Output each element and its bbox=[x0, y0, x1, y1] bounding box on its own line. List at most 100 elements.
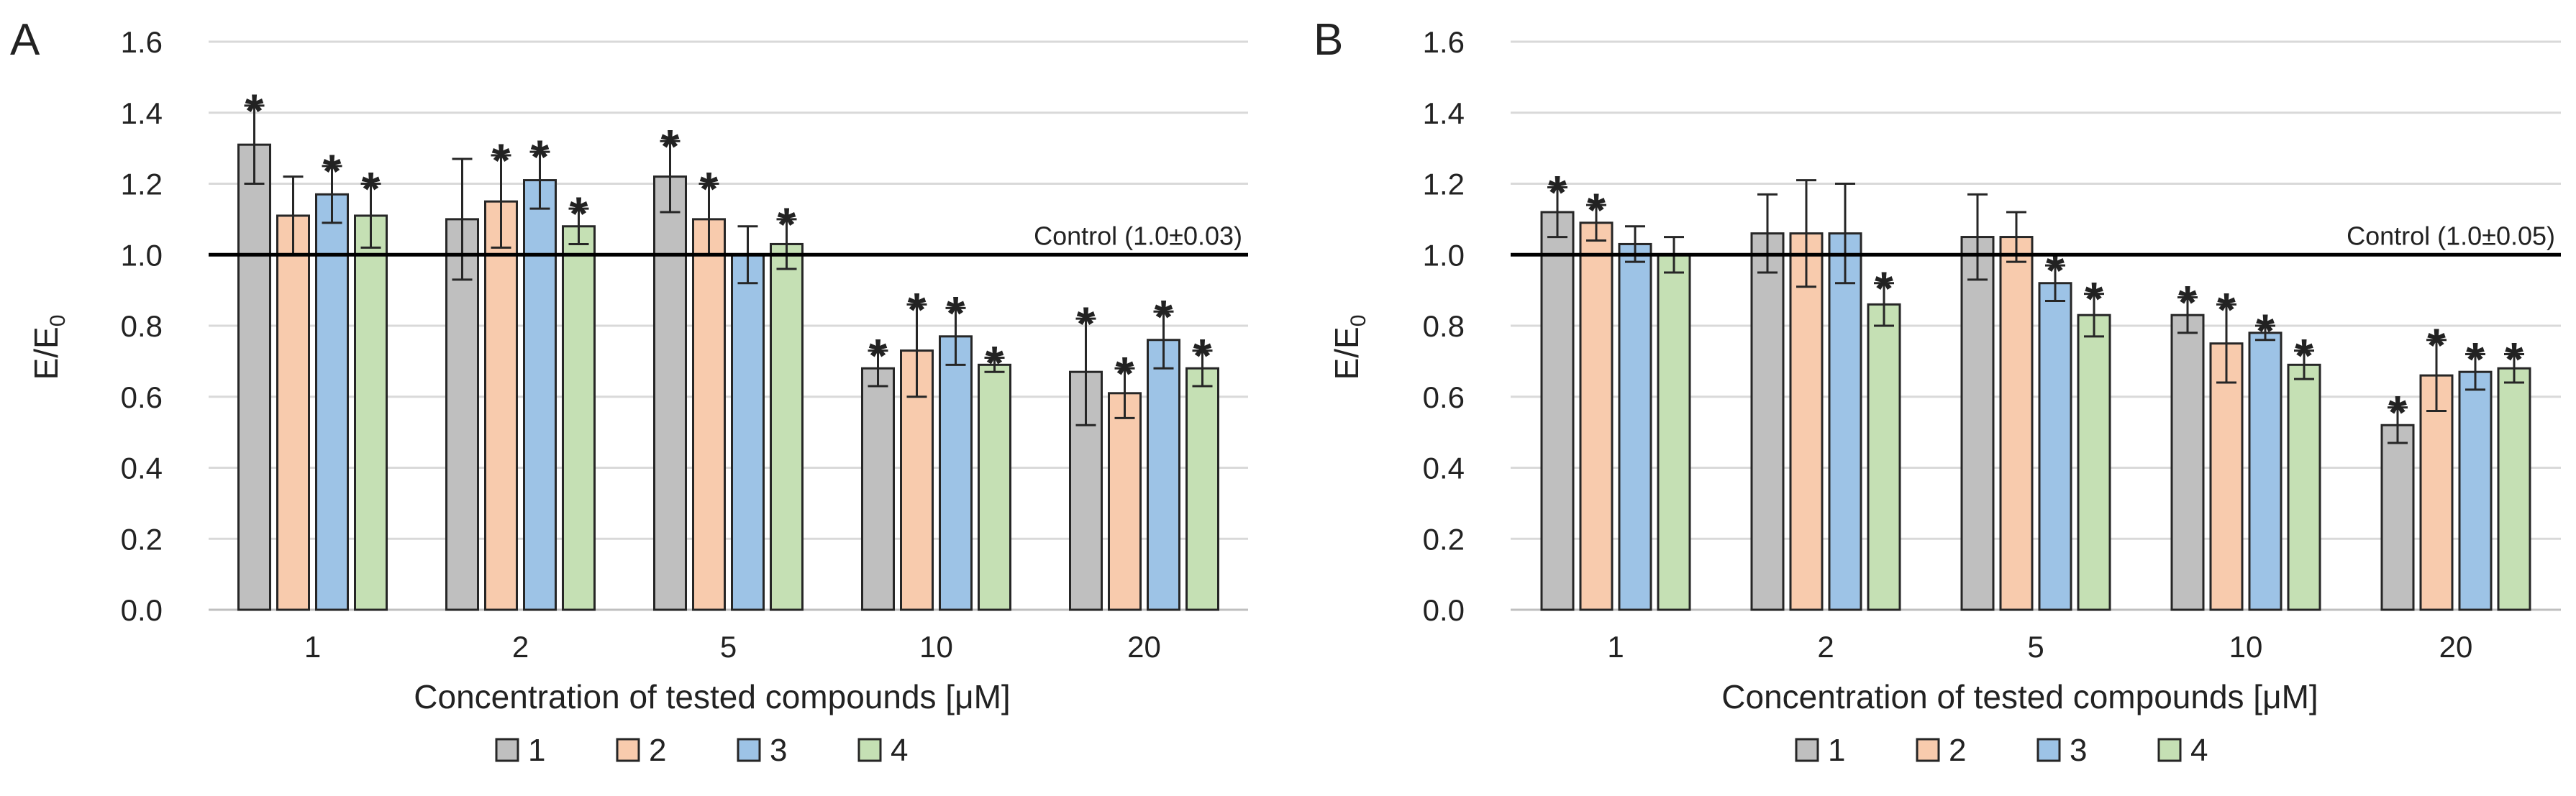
significance-marker: * bbox=[362, 163, 381, 216]
bar bbox=[1960, 236, 1995, 611]
significance-marker: * bbox=[1548, 165, 1567, 219]
bar bbox=[2458, 370, 2493, 611]
significance-marker: * bbox=[908, 283, 927, 336]
y-tick-label: 1.4 bbox=[1423, 96, 1465, 130]
bar bbox=[1999, 236, 2034, 611]
y-tick-label: 0.6 bbox=[121, 380, 163, 414]
panel-letter: A bbox=[10, 15, 40, 65]
bar bbox=[2497, 367, 2531, 611]
x-axis-title: Concentration of tested compounds [μM] bbox=[414, 678, 1010, 715]
y-tick-label: 0.8 bbox=[1423, 309, 1465, 343]
x-tick-label: 5 bbox=[720, 630, 737, 664]
bar bbox=[939, 335, 973, 611]
legend: 1 2 3 4 bbox=[495, 733, 908, 768]
y-tick-label: 1.0 bbox=[1423, 238, 1465, 272]
significance-marker: * bbox=[947, 286, 965, 339]
significance-marker: * bbox=[323, 145, 342, 198]
y-tick-label: 1.2 bbox=[1423, 168, 1465, 201]
bar bbox=[978, 363, 1011, 611]
bar bbox=[1828, 232, 1862, 611]
bar bbox=[2287, 363, 2321, 611]
significance-marker: * bbox=[661, 119, 680, 173]
significance-marker: * bbox=[2505, 333, 2523, 386]
bar bbox=[1657, 253, 1691, 611]
bar bbox=[2038, 282, 2072, 611]
legend-swatch bbox=[2036, 738, 2061, 762]
bar bbox=[354, 214, 388, 611]
x-tick-label: 20 bbox=[1127, 630, 1161, 664]
y-tick-label: 1.4 bbox=[121, 96, 163, 130]
y-tick-label: 0.4 bbox=[121, 452, 163, 485]
significance-marker: * bbox=[986, 336, 1004, 389]
significance-marker: * bbox=[2388, 386, 2407, 439]
significance-marker: * bbox=[1193, 329, 1212, 383]
chart-panel-b: B 0.0 0.2 0.4 0.6 0.8 1.0 1.2 1.4 1.6 E/E0 1 * * 2 * 5 * *… bbox=[1314, 15, 2561, 768]
chart-panel-a: A 0.0 0.2 0.4 0.6 0.8 1.0 1.2 1.4 1.6 E/E0 1 * * * 2 * * *… bbox=[10, 15, 1248, 768]
bar bbox=[237, 143, 271, 611]
bar bbox=[2209, 342, 2244, 611]
legend-label: 4 bbox=[891, 733, 908, 768]
significance-marker: * bbox=[245, 84, 264, 137]
y-tick-label: 0.4 bbox=[1423, 452, 1465, 485]
significance-marker: * bbox=[2256, 304, 2275, 357]
significance-marker: * bbox=[1077, 297, 1096, 350]
x-tick-label: 5 bbox=[2027, 630, 2044, 664]
legend-label: 3 bbox=[2070, 733, 2087, 768]
bar bbox=[692, 218, 726, 611]
legend: 1 2 3 4 bbox=[1795, 733, 2208, 768]
significance-marker: * bbox=[2295, 329, 2313, 383]
y-axis-title: E/E0 bbox=[27, 315, 70, 380]
bar bbox=[1185, 367, 1219, 611]
bar bbox=[276, 214, 310, 611]
y-tick-label: 1.2 bbox=[121, 168, 163, 201]
y-axis-title-subscript: 0 bbox=[46, 315, 70, 327]
y-tick-label: 0.2 bbox=[121, 522, 163, 556]
y-tick-label: 1.6 bbox=[121, 25, 163, 59]
bar bbox=[1108, 392, 1142, 611]
significance-marker: * bbox=[2427, 319, 2446, 372]
bar bbox=[861, 367, 895, 611]
y-axis-title-subscript: 0 bbox=[1347, 315, 1370, 327]
significance-marker: * bbox=[1587, 183, 1606, 237]
legend-swatch bbox=[495, 738, 519, 762]
x-tick-label: 1 bbox=[1607, 630, 1624, 664]
bar bbox=[1147, 339, 1180, 611]
legend-swatch bbox=[2157, 738, 2182, 762]
legend-swatch bbox=[616, 738, 640, 762]
significance-marker: * bbox=[778, 198, 796, 251]
significance-marker: * bbox=[531, 130, 550, 183]
y-tick-label: 0.6 bbox=[1423, 380, 1465, 414]
y-tick-label: 0.8 bbox=[121, 309, 163, 343]
bar bbox=[1579, 221, 1614, 611]
legend-swatch bbox=[737, 738, 761, 762]
y-tick-label: 1.6 bbox=[1423, 25, 1465, 59]
bar bbox=[2248, 331, 2283, 611]
significance-marker: * bbox=[1155, 290, 1173, 343]
significance-marker: * bbox=[2466, 333, 2485, 386]
control-label: Control (1.0±0.03) bbox=[1034, 221, 1242, 250]
panel-letter: B bbox=[1314, 15, 1343, 65]
x-axis-title: Concentration of tested compounds [μM] bbox=[1721, 678, 2318, 715]
bar bbox=[653, 175, 687, 611]
bar bbox=[484, 200, 518, 611]
bar bbox=[2170, 314, 2205, 611]
legend-label: 4 bbox=[2190, 733, 2208, 768]
significance-marker: * bbox=[1875, 262, 1893, 315]
legend-label: 1 bbox=[528, 733, 545, 768]
legend-swatch bbox=[1795, 738, 1819, 762]
x-tick-label: 20 bbox=[2439, 630, 2473, 664]
legend-swatch bbox=[1916, 738, 1940, 762]
bar bbox=[731, 253, 765, 611]
y-tick-label: 0.2 bbox=[1423, 522, 1465, 556]
significance-marker: * bbox=[1116, 347, 1134, 400]
significance-marker: * bbox=[492, 134, 511, 187]
x-tick-label: 10 bbox=[919, 630, 953, 664]
bar bbox=[2380, 424, 2415, 611]
legend-swatch bbox=[857, 738, 882, 762]
control-label: Control (1.0±0.05) bbox=[2347, 221, 2555, 250]
x-tick-label: 2 bbox=[1817, 630, 1834, 664]
x-tick-label: 10 bbox=[2229, 630, 2263, 664]
significance-marker: * bbox=[2046, 244, 2065, 297]
y-tick-label: 0.0 bbox=[121, 593, 163, 627]
